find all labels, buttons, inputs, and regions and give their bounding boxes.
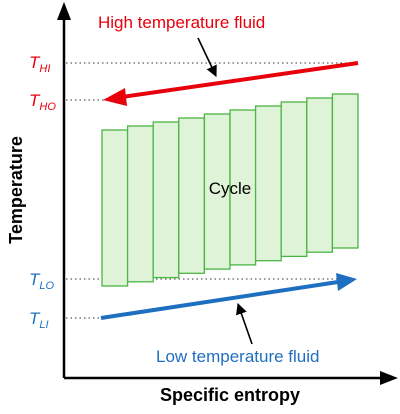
svg-text:THO: THO	[29, 91, 56, 113]
svg-text:THI: THI	[29, 53, 50, 75]
x-axis-title: Specific entropy	[160, 385, 300, 405]
hot-fluid-line	[121, 61, 359, 99]
y-axis-arrowhead	[57, 2, 71, 20]
cycle-bar	[331, 93, 359, 249]
svg-text:TLI: TLI	[29, 309, 49, 331]
y-axis-title: Temperature	[6, 136, 26, 244]
x-axis-arrowhead	[380, 371, 398, 385]
cycle-bar	[126, 125, 154, 283]
cycle-bar	[178, 117, 206, 274]
level-label-thi: THI	[29, 53, 50, 75]
cycle-bar	[280, 101, 308, 258]
cycle-bar	[101, 129, 129, 287]
svg-text:TLO: TLO	[29, 270, 55, 292]
cycle-bars	[101, 93, 359, 287]
cold-fluid-line	[100, 280, 339, 320]
cycle-bar	[254, 105, 282, 262]
level-label-tlo: TLO	[29, 270, 55, 292]
cold-fluid-pointer	[236, 302, 253, 345]
hot-fluid-pointer	[197, 37, 217, 78]
cycle-bar	[306, 97, 334, 253]
level-label-tli: TLI	[29, 309, 49, 331]
cycle-label: Cycle	[209, 179, 252, 198]
cycle-bar	[152, 121, 180, 279]
hot-fluid-arrowhead	[103, 88, 127, 106]
cold-fluid-arrowhead	[336, 273, 357, 291]
cold-fluid-label: Low temperature fluid	[156, 347, 319, 366]
cycle-bar	[229, 109, 257, 266]
hot-fluid-label: High temperature fluid	[98, 13, 265, 32]
level-label-tho: THO	[29, 91, 56, 113]
